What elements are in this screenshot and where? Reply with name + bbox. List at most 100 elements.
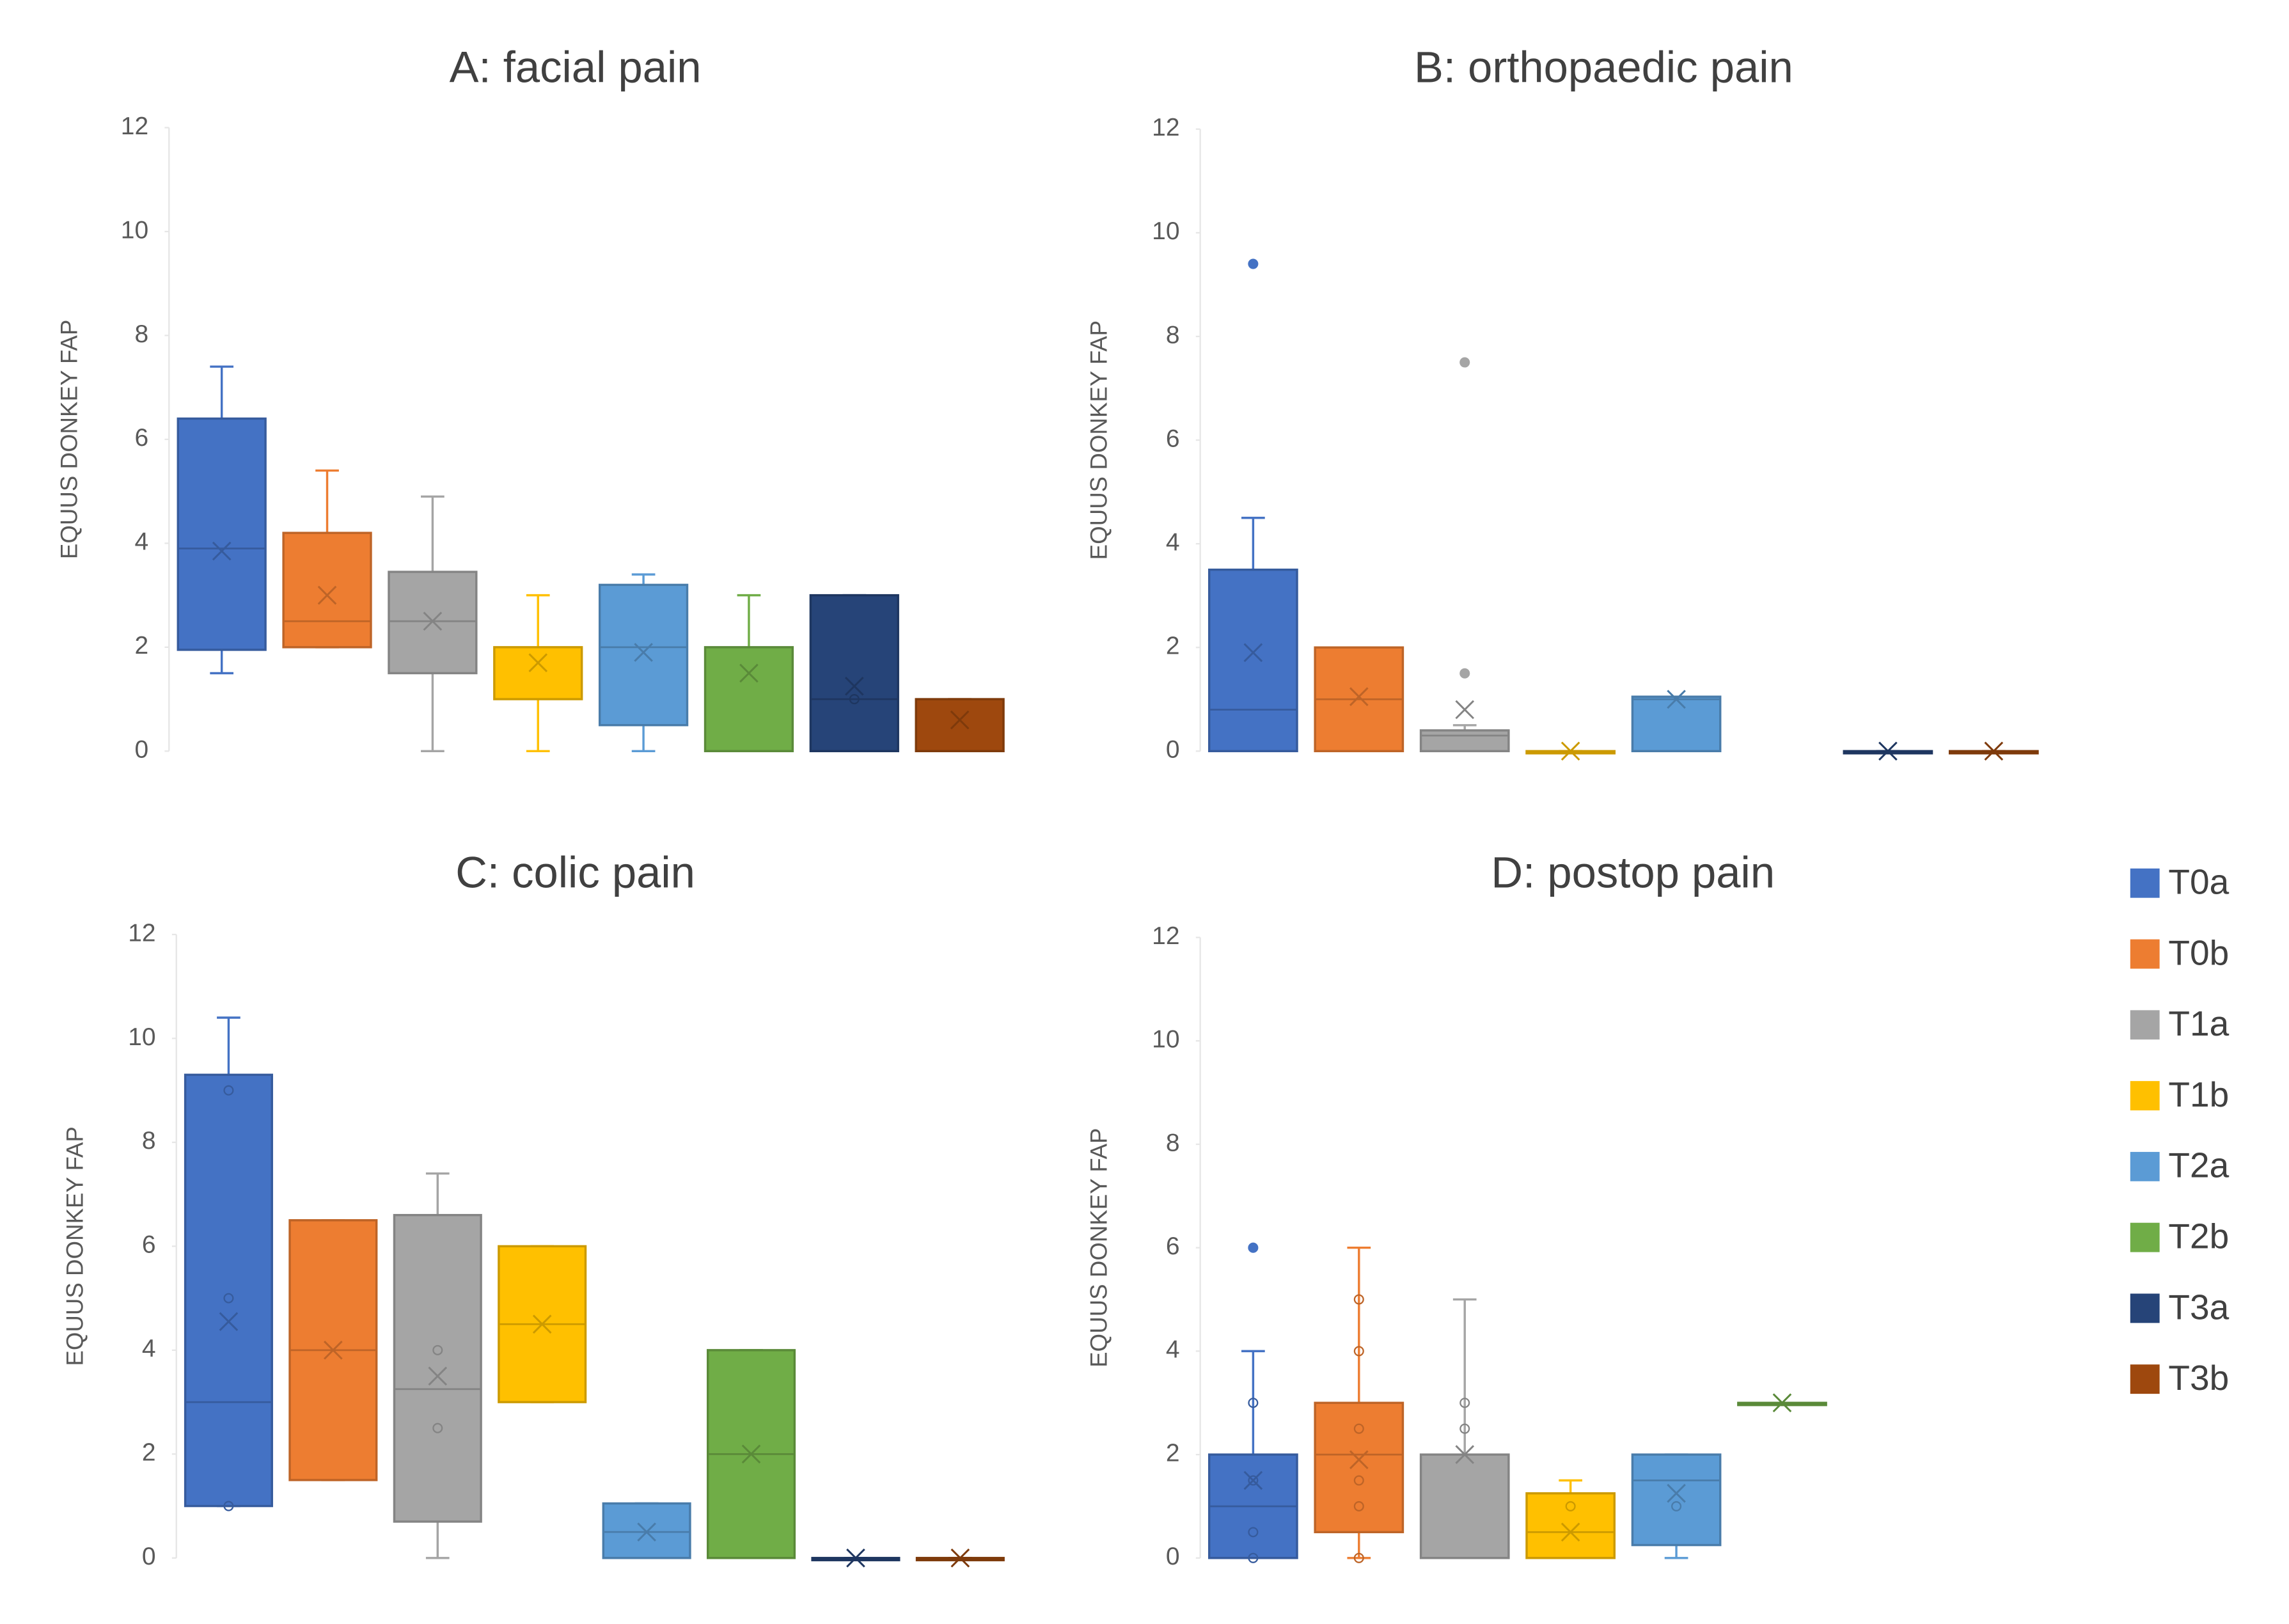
data-point [223,1085,234,1096]
y-tick-label: 10 [1152,217,1179,245]
box-group [1314,1246,1404,1563]
data-point [1353,1294,1364,1305]
y-tick-label: 2 [142,1439,156,1467]
y-axis-label: EQUUS DONKEY FAP [1085,1128,1112,1367]
mean-marker [212,541,232,561]
data-point [1248,1527,1259,1538]
box-group [706,1349,796,1559]
legend-swatch [2130,1010,2160,1040]
box-group [1631,1453,1722,1559]
chart-title: D: postop pain [1491,847,1775,897]
chart-title: A: facial pain [450,42,702,91]
legend-label: T3b [2168,1358,2229,1398]
outlier [1459,668,1470,679]
legend-swatch [2130,939,2160,969]
y-tick-label: 4 [1166,528,1180,556]
box [1419,1453,1510,1559]
mean-marker [739,663,759,683]
box-group [393,1172,482,1559]
box [393,1213,482,1523]
box-group [288,1219,378,1481]
data-point [1565,1501,1576,1511]
box-group [915,1548,1005,1568]
y-tick-label: 8 [1166,1129,1180,1156]
box-group [498,1245,587,1403]
box [704,646,794,753]
mean-marker [423,611,443,631]
chart-title: B: orthopaedic pain [1414,42,1793,91]
legend-swatch [2130,868,2160,898]
y-tick-label: 2 [134,632,148,659]
mean-marker [1349,1450,1369,1470]
outlier [1459,357,1470,368]
y-tick-label: 10 [128,1023,155,1051]
box-group [282,469,372,649]
mean-marker [1667,690,1686,709]
box [598,583,689,727]
box-group [177,365,267,675]
box [1207,568,1298,753]
box-group [1948,741,2039,761]
mean-marker [1561,1522,1580,1542]
box [915,698,1005,753]
mean-marker [1561,741,1580,761]
box-group [811,1548,901,1568]
mean-marker [532,1314,552,1334]
data-point [1248,1552,1259,1563]
mean-marker [844,676,864,696]
data-point [1353,1475,1364,1486]
box-group [388,495,478,753]
box-group [1419,357,1510,753]
legend-label: T2b [2168,1216,2229,1256]
legend-swatch [2130,1364,2160,1394]
mean-marker [428,1366,448,1386]
mean-marker [1243,1470,1263,1490]
data-point [1353,1501,1364,1511]
y-tick-label: 12 [121,113,148,140]
legend-label: T1a [2168,1004,2229,1043]
y-tick-label: 2 [1166,633,1180,660]
y-tick-label: 2 [1166,1439,1180,1467]
box-group [1631,690,1722,753]
box-group [809,594,899,753]
data-point [223,1293,234,1304]
legend-label: T0b [2168,933,2229,972]
data-point [1353,1552,1364,1563]
y-axis-label: EQUUS DONKEY FAP [61,1126,88,1366]
box-group [1419,1298,1510,1559]
y-tick-label: 4 [134,528,148,556]
box [493,646,583,700]
box-group [184,1016,273,1511]
y-tick-label: 10 [121,216,148,244]
box [809,594,899,753]
outlier [1248,1242,1259,1253]
y-tick-label: 10 [1152,1026,1179,1053]
y-tick-label: 0 [1166,736,1180,764]
y-tick-label: 12 [128,919,155,947]
y-tick-label: 8 [1166,321,1180,349]
y-tick-label: 0 [134,736,148,764]
mean-marker [324,1341,343,1360]
box-group [493,594,583,753]
data-point [1353,1346,1364,1357]
y-tick-label: 12 [1152,114,1179,141]
legend-swatch [2130,1081,2160,1111]
box [282,532,372,649]
mean-marker [1455,700,1475,720]
y-tick-label: 0 [142,1543,156,1570]
data-point [1248,1475,1259,1486]
data-point [1459,1423,1470,1434]
y-tick-label: 8 [142,1127,156,1155]
mean-marker [1243,643,1263,663]
legend-swatch [2130,1151,2160,1181]
box-group [598,573,689,753]
box-group [1525,741,1616,761]
mean-marker [846,1548,865,1568]
mean-marker [219,1312,239,1332]
data-point [1459,1398,1470,1408]
legend-swatch [2130,1222,2160,1252]
data-point [432,1423,443,1433]
y-tick-label: 4 [142,1335,156,1362]
y-tick-label: 4 [1166,1336,1180,1364]
mean-marker [1667,1483,1686,1503]
